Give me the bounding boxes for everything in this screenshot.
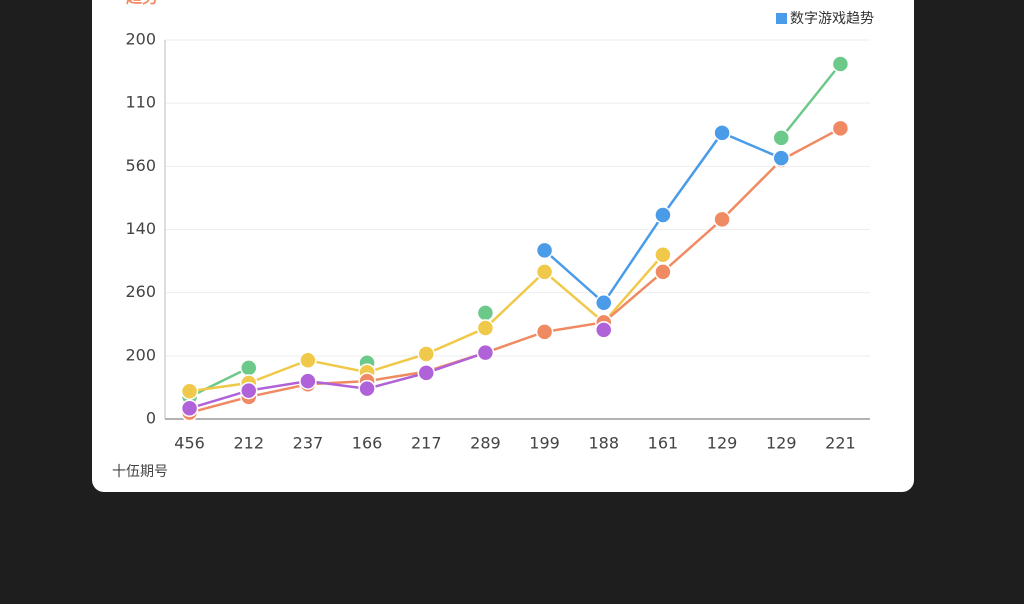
point <box>180 382 199 400</box>
point <box>358 379 376 398</box>
point <box>299 372 317 390</box>
y-tick-label: 200 <box>125 345 156 364</box>
point <box>713 210 731 229</box>
x-tick-label: 456 <box>174 434 205 453</box>
point <box>654 263 672 281</box>
legend-label: 数字游戏趋势 <box>790 11 874 27</box>
x-tick-label: 161 <box>648 434 679 453</box>
y-tick-label: 560 <box>125 156 156 175</box>
point <box>654 246 672 264</box>
point <box>535 263 554 281</box>
y-tick-label: 110 <box>125 93 156 112</box>
point <box>772 149 790 167</box>
x-tick-label: 129 <box>707 434 738 453</box>
y-tick-label: 200 <box>125 30 156 49</box>
point <box>713 124 731 142</box>
x-tick-label: 212 <box>233 434 264 453</box>
point <box>476 319 495 337</box>
legend-swatch <box>776 13 787 24</box>
point <box>831 119 850 138</box>
card <box>92 0 914 492</box>
point <box>417 364 435 382</box>
x-tick-label: 237 <box>293 434 324 453</box>
x-axis-label: 十伍期号 <box>112 464 168 480</box>
x-tick-label: 217 <box>411 434 442 453</box>
point <box>595 321 613 339</box>
y-tick-label: 140 <box>125 219 156 238</box>
y-tick-label: 260 <box>125 282 156 301</box>
chart-title: 趋势 <box>126 0 158 7</box>
x-tick-label: 188 <box>588 434 619 453</box>
point <box>595 294 613 312</box>
point <box>240 359 258 377</box>
point <box>180 399 199 418</box>
x-tick-label: 129 <box>766 434 797 453</box>
point <box>299 351 317 370</box>
point <box>476 343 495 362</box>
point <box>535 241 554 260</box>
point <box>240 381 258 400</box>
x-tick-label: 289 <box>470 434 501 453</box>
point <box>535 323 554 341</box>
series-line <box>189 127 842 414</box>
point <box>772 129 790 147</box>
point <box>654 206 672 224</box>
point <box>476 304 495 322</box>
x-tick-label: 221 <box>825 434 856 453</box>
x-tick-label: 166 <box>352 434 383 453</box>
series-line <box>189 63 842 399</box>
y-tick-label: 0 <box>146 409 156 428</box>
x-tick-label: 199 <box>529 434 560 453</box>
point <box>417 345 435 363</box>
point <box>831 55 850 73</box>
